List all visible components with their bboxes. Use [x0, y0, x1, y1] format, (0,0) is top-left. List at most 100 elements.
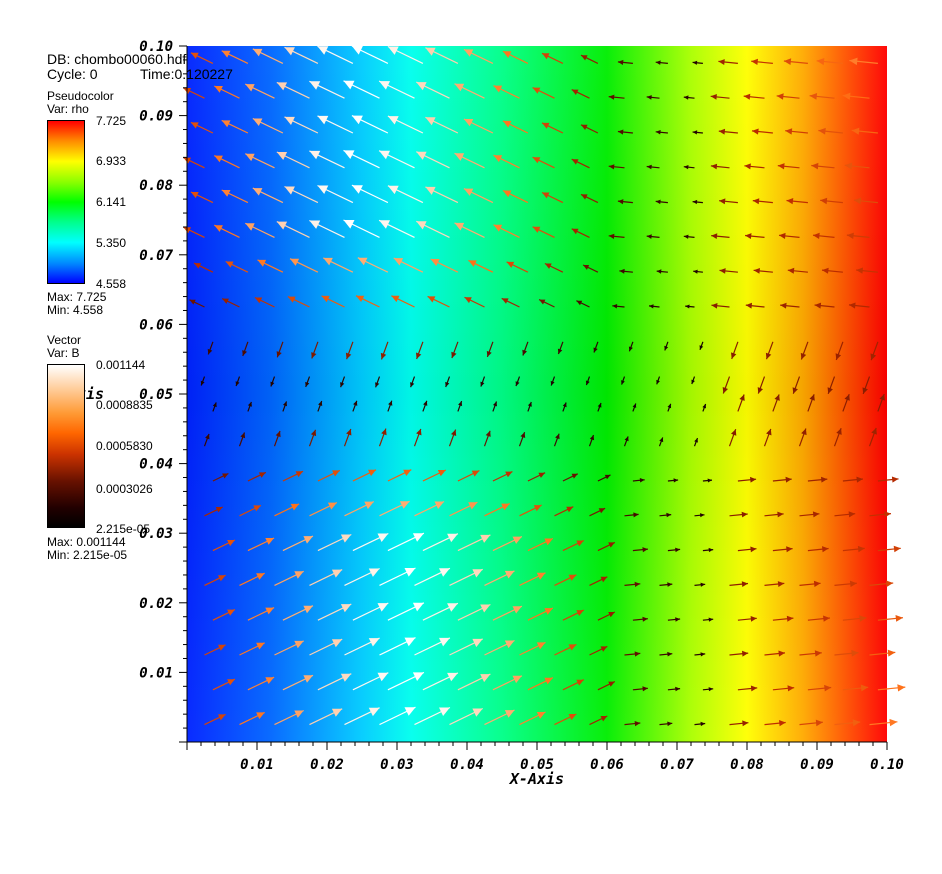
vector-arrowhead — [608, 94, 615, 100]
vector-arrowhead — [284, 116, 295, 125]
vector-arrowhead — [792, 387, 798, 394]
vector-arrowhead — [562, 402, 567, 408]
y-tick-label: 0.07 — [139, 248, 173, 264]
vector-arrowhead — [305, 381, 310, 387]
vector-arrowhead — [256, 712, 265, 720]
vector-arrowhead — [309, 220, 321, 229]
vector-arrowhead — [207, 348, 213, 355]
vector-arrowhead — [581, 124, 588, 130]
vector-arrowhead — [675, 547, 681, 553]
vector-arrowhead — [318, 401, 323, 406]
vector-arrowhead — [776, 93, 784, 100]
vector-arrowhead — [844, 394, 850, 401]
vector-arrowhead — [617, 199, 624, 205]
vector-arrowhead — [608, 164, 615, 170]
vector-arrowhead — [814, 302, 822, 309]
vector-arrowhead — [351, 185, 363, 194]
vector-arrowhead — [194, 263, 202, 269]
vector-arrowhead — [317, 115, 329, 125]
vector-arrowhead — [780, 302, 787, 309]
vector-arrowhead — [522, 349, 527, 356]
vector-arrowhead — [809, 93, 818, 100]
vector-arrowhead — [815, 719, 823, 727]
vector-arrowhead — [542, 122, 550, 129]
vector-arrowhead — [340, 382, 345, 388]
y-tick-label: 0.05 — [139, 387, 173, 403]
vector-arrowhead — [571, 159, 579, 165]
vector-arrowhead — [253, 505, 261, 512]
vector-arrowhead — [471, 470, 480, 477]
vector-arrowhead — [835, 353, 842, 360]
vector-arrowhead — [214, 155, 223, 163]
y-tick-label: 0.09 — [139, 109, 173, 125]
vector-arrowhead — [252, 118, 263, 126]
vector-arrowhead — [612, 304, 618, 309]
vector-arrowhead — [692, 130, 698, 135]
vector-arrowhead — [649, 304, 654, 309]
vector-arrowhead — [571, 89, 579, 95]
vector-arrowhead — [708, 687, 714, 692]
vector-arrowhead — [608, 542, 615, 548]
x-tick-label: 0.03 — [380, 757, 414, 773]
vector-arrowhead — [633, 512, 639, 518]
vector-arrowhead — [258, 472, 266, 478]
vector-arrowhead — [190, 192, 199, 199]
vector-arrowhead — [692, 199, 698, 205]
pseudocolor-tick: 5.350 — [96, 236, 127, 250]
vector-arrowhead — [317, 46, 329, 55]
vector-arrowhead — [447, 533, 458, 543]
vector-arrowhead — [464, 297, 472, 304]
vector-arrowhead — [753, 268, 760, 274]
vector-arrowhead — [617, 129, 624, 135]
vector-arrowhead — [849, 302, 856, 309]
vector-arrowhead — [777, 163, 785, 170]
vector-arrowhead — [416, 352, 422, 359]
pseudocolor-tick: 4.558 — [96, 277, 127, 291]
vector-arrowhead — [539, 299, 546, 305]
vector-arrowhead — [544, 677, 553, 685]
vector-arrowhead — [656, 379, 660, 385]
vector-arrowhead — [779, 232, 786, 239]
vector-arrowhead — [447, 672, 458, 682]
vector-arrowhead — [532, 157, 541, 164]
vector-arrowhead — [501, 298, 509, 304]
vector-arrowhead — [860, 684, 869, 692]
vector-arrowhead — [743, 93, 751, 100]
vector-arrowhead — [454, 83, 465, 92]
vector-arrowhead — [256, 573, 265, 580]
vector-arrowhead — [377, 672, 389, 682]
vector-arrowhead — [493, 155, 503, 163]
vector-arrowhead — [639, 478, 645, 483]
vector-arrowhead — [276, 152, 288, 160]
vector-arrowhead — [851, 127, 860, 135]
vector-arrowhead — [387, 116, 399, 125]
vector-arrowhead — [884, 511, 891, 518]
vector-arrowhead — [295, 471, 303, 478]
vector-arrowhead — [683, 234, 689, 239]
vector-arrowhead — [404, 707, 416, 716]
y-tick-label: 0.03 — [139, 526, 173, 542]
vector-arrowhead — [532, 226, 541, 233]
vector-arrowhead — [544, 538, 553, 546]
db-label: DB: chombo00060.hdf — [47, 51, 187, 67]
vector-arrowhead — [822, 267, 829, 274]
vector-arrowhead — [310, 429, 317, 437]
vector-arrowhead — [257, 259, 267, 267]
vector-arrowhead — [343, 220, 355, 229]
vector-arrowhead — [752, 128, 759, 135]
vector-arrowhead — [265, 607, 275, 615]
vector-arrowhead — [628, 346, 633, 352]
vector-arrowhead — [351, 115, 363, 125]
vector-arrowhead — [512, 606, 522, 614]
vector-arrowhead — [750, 476, 757, 483]
vector-arrowhead — [576, 610, 584, 616]
vector-arrowhead — [218, 714, 226, 721]
vector-arrowhead — [542, 192, 550, 199]
vector-arrowhead — [608, 681, 615, 687]
vector-arrowhead — [472, 569, 483, 578]
vector-arrowhead — [581, 194, 588, 200]
vector-arrowhead — [718, 128, 726, 135]
y-tick-label: 0.10 — [139, 39, 173, 55]
vector-arrowhead — [190, 122, 199, 129]
vector-arrowhead — [693, 269, 698, 274]
